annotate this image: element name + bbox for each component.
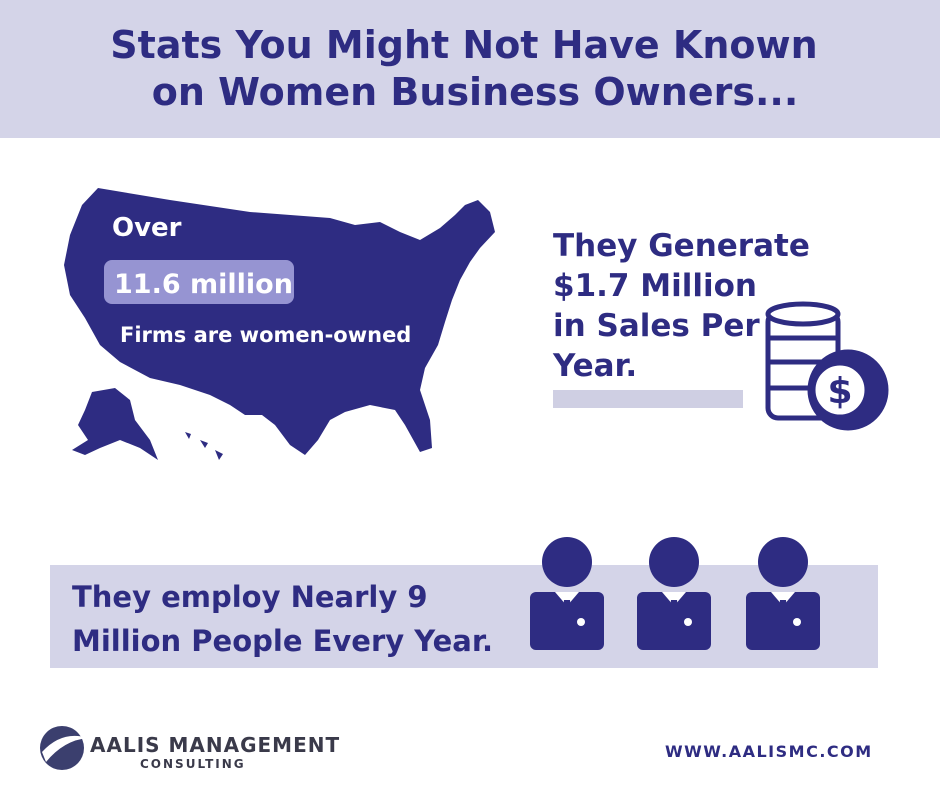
people-icons bbox=[530, 537, 820, 650]
title-line: on Women Business Owners... bbox=[152, 70, 799, 114]
header-band bbox=[0, 0, 940, 138]
sales-line: in Sales Per bbox=[553, 308, 760, 344]
sales-line: $1.7 Million bbox=[553, 268, 757, 304]
sales-bar bbox=[553, 390, 743, 408]
employ-line: Million People Every Year. bbox=[72, 624, 493, 658]
title-line: Stats You Might Not Have Known bbox=[110, 23, 817, 67]
person-tie bbox=[778, 600, 788, 632]
person-head bbox=[649, 537, 699, 587]
logo-mark bbox=[40, 726, 88, 770]
person-badge bbox=[793, 618, 801, 626]
person-head bbox=[542, 537, 592, 587]
mainland bbox=[64, 188, 495, 455]
sales-line: They Generate bbox=[553, 228, 810, 264]
person-badge bbox=[684, 618, 692, 626]
employ-line: They employ Nearly 9 bbox=[72, 580, 428, 614]
alaska bbox=[72, 388, 158, 460]
person-tie bbox=[669, 600, 679, 632]
map-prefix: Over bbox=[112, 213, 182, 243]
employ-band bbox=[50, 565, 878, 668]
person-badge bbox=[577, 618, 585, 626]
logo-sub: CONSULTING bbox=[140, 757, 246, 771]
hawaii bbox=[185, 432, 223, 460]
person-collar bbox=[662, 592, 686, 606]
map-caption: Firms are women-owned bbox=[120, 323, 411, 347]
person-tie bbox=[562, 600, 572, 632]
site-url: WWW.AALISMC.COM bbox=[665, 742, 873, 761]
sales-line: Year. bbox=[552, 348, 637, 384]
person-collar bbox=[771, 592, 795, 606]
person-head bbox=[758, 537, 808, 587]
coin-symbol: $ bbox=[827, 371, 852, 412]
highlight-box bbox=[104, 260, 294, 304]
us-map bbox=[64, 188, 495, 460]
coins-icon bbox=[765, 301, 889, 431]
person-collar bbox=[555, 592, 579, 606]
logo-name: AALIS MANAGEMENT bbox=[90, 733, 340, 757]
coin-top bbox=[765, 301, 841, 327]
coin-face bbox=[810, 360, 870, 420]
map-highlight: 11.6 million bbox=[114, 269, 293, 300]
